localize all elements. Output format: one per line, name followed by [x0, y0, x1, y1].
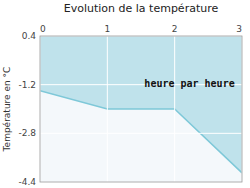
grid-line	[174, 36, 175, 182]
y-tick-label: -1.2	[18, 80, 36, 90]
line	[40, 91, 242, 173]
chart: Evolution de la température Température e…	[0, 0, 250, 188]
x-tick-label: 0	[40, 24, 46, 34]
annotation: heure par heure	[144, 78, 234, 89]
y-tick-label: -2.8	[18, 128, 36, 138]
y-tick-label: 0.4	[22, 31, 37, 41]
x-tick-label: 1	[104, 24, 110, 34]
grid-line	[40, 133, 242, 134]
data-layer	[40, 36, 242, 173]
x-tick-label: 3	[236, 24, 242, 34]
plot-frame	[40, 36, 242, 182]
grid-line	[107, 36, 108, 182]
y-tick-label: -4.4	[18, 177, 36, 187]
area	[40, 36, 242, 173]
grid	[40, 36, 242, 182]
x-tick-label: 2	[172, 24, 178, 34]
y-label: Température en °C	[2, 67, 12, 153]
title: Evolution de la température	[64, 2, 219, 15]
plot-bg	[40, 36, 242, 182]
